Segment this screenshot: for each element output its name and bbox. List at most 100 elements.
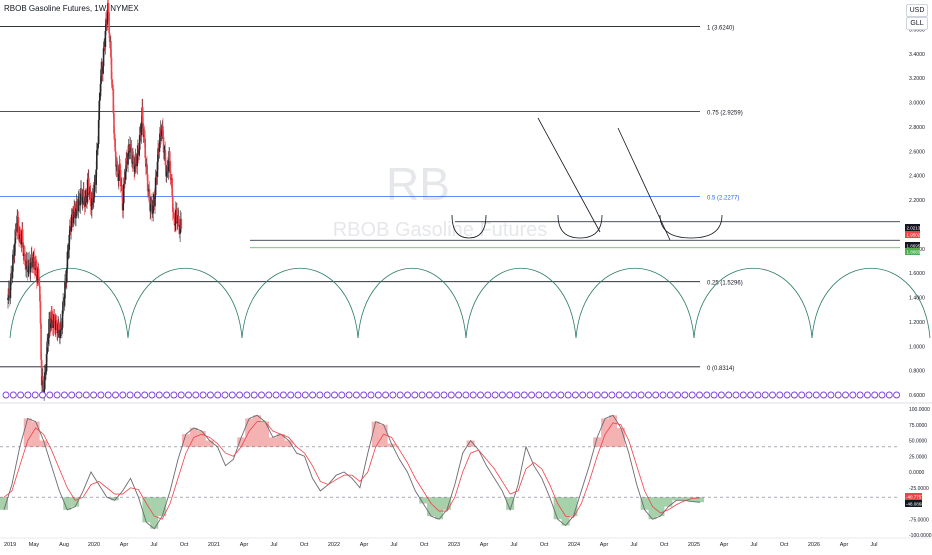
candle-body [66, 251, 69, 269]
candle-body [26, 259, 28, 262]
event-marker-icon [571, 391, 579, 399]
candle-body [58, 323, 60, 330]
time-tick-label: Oct [660, 542, 669, 548]
event-marker-icon [82, 391, 90, 399]
candle-body [48, 319, 50, 338]
event-marker-icon [725, 391, 733, 399]
osc-tick-label: 50.0000 [909, 439, 927, 445]
osc-fill-low [680, 497, 689, 501]
candle-body [158, 147, 161, 152]
osc-tick-label: 0.0000 [909, 470, 925, 476]
osc-fill-high [23, 418, 32, 447]
osc-fill-high [601, 418, 610, 447]
event-marker-icon [820, 391, 828, 399]
event-marker-icon [396, 391, 404, 399]
event-marker-icon [367, 391, 375, 399]
price-tick-label: 2.2000 [909, 198, 925, 204]
candle-body [66, 268, 68, 283]
osc-fill-low [63, 497, 72, 510]
event-marker-icon [39, 391, 46, 399]
osc-fill-low [553, 497, 562, 520]
candle-body [17, 215, 19, 218]
price-tick-label: 2.8000 [909, 125, 925, 131]
candle-body [159, 133, 161, 148]
time-tick-label: Oct [780, 542, 789, 548]
time-tick-label: Jul [270, 542, 277, 548]
time-tick-label: 2024 [568, 542, 580, 548]
unit-button[interactable]: GLL [906, 17, 928, 30]
event-marker-icon [345, 391, 353, 399]
candle-body [88, 193, 91, 195]
candle-body [51, 312, 53, 320]
candle-body [45, 353, 48, 372]
candle-body [132, 155, 135, 162]
candle-body [76, 201, 79, 210]
event-marker-icon [374, 391, 382, 399]
event-marker-icon [9, 391, 17, 399]
event-marker-icon [579, 391, 587, 399]
candle-body [19, 233, 22, 235]
candle-body [124, 171, 127, 180]
time-tick-label: Oct [180, 542, 189, 548]
event-marker-icon [97, 391, 105, 399]
event-marker-icon [593, 391, 601, 399]
candle-body [180, 218, 183, 229]
event-marker-icon [564, 391, 572, 399]
event-marker-icon [433, 391, 441, 399]
event-marker-icon [301, 391, 309, 399]
candle-body [83, 190, 85, 202]
price-tag-label: 2.0213 [907, 226, 921, 231]
candle-body [56, 332, 59, 334]
candle-body [92, 197, 95, 203]
candle-body [167, 166, 170, 172]
event-marker-icon [192, 391, 200, 399]
candle-body [141, 107, 144, 124]
event-marker-icon [53, 391, 61, 399]
event-marker-icon [805, 391, 813, 399]
candle-body [116, 164, 119, 173]
candle-body [108, 12, 110, 34]
candle-body [102, 66, 104, 74]
candle-body [142, 123, 145, 137]
candle-body [178, 216, 180, 227]
event-marker-icon [316, 391, 324, 399]
event-marker-icon [258, 391, 265, 399]
price-tick-label: 0.6000 [909, 393, 925, 399]
candle-body [16, 215, 18, 232]
cycle-arc [693, 268, 813, 339]
event-marker-icon [425, 391, 433, 399]
currency-button[interactable]: USD [906, 4, 928, 17]
event-marker-icon [863, 391, 871, 399]
cycle-arc [811, 268, 931, 339]
candle-body [77, 198, 80, 212]
osc-tick-label: -25.0000 [909, 486, 929, 492]
candle-body [145, 157, 147, 167]
osc-fill-low [110, 497, 119, 501]
candle-body [22, 242, 25, 257]
candle-body [56, 320, 58, 333]
candle-body [140, 122, 143, 136]
osc-fill-high [197, 431, 206, 447]
candle-body [114, 138, 116, 152]
time-tick-label: Aug [59, 542, 69, 548]
candle-body [20, 239, 23, 245]
candle-body [40, 323, 42, 360]
candle-body [164, 150, 167, 166]
candle-body [18, 233, 21, 240]
candle-body [171, 178, 173, 196]
candle-body [25, 259, 28, 270]
candle-body [130, 144, 132, 149]
price-tick-label: 3.0000 [909, 101, 925, 107]
osc-fill-low [656, 497, 665, 517]
candle-body [108, 33, 111, 42]
time-tick-label: May [29, 542, 40, 548]
event-marker-icon [601, 391, 609, 399]
candle-body [121, 190, 124, 211]
candle-body [148, 189, 151, 203]
candle-body [17, 217, 20, 233]
osc-fill-high [181, 434, 190, 447]
time-tick-label: Apr [480, 542, 489, 548]
event-marker-icon [732, 391, 740, 399]
